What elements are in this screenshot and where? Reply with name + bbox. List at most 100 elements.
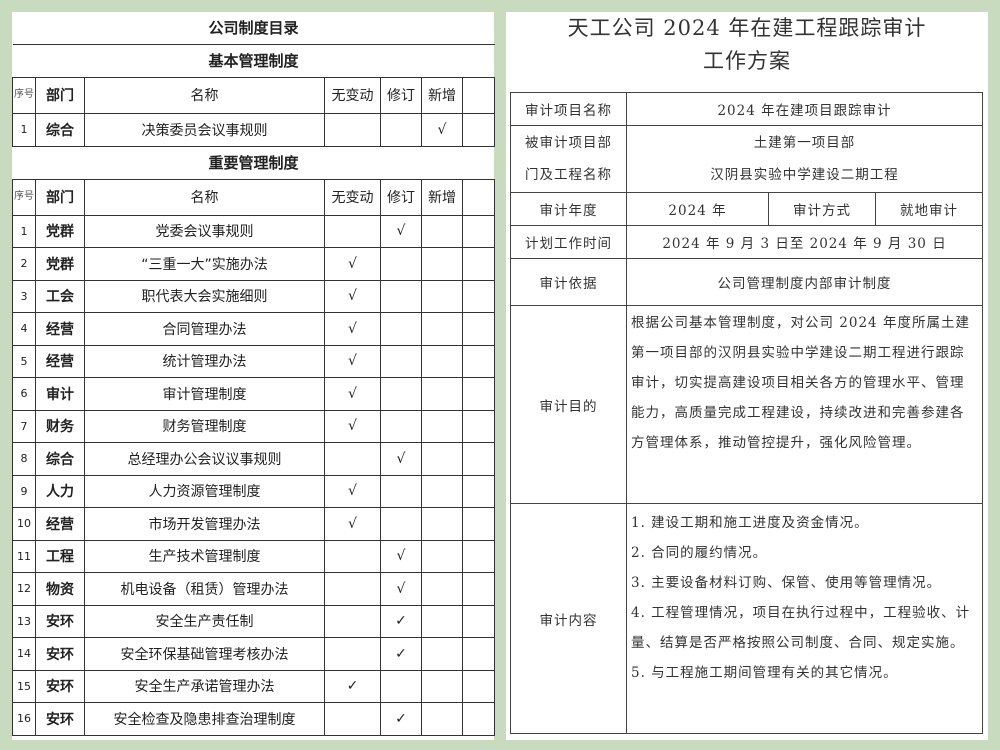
cell-empty [462, 442, 495, 476]
label: 被审计项目部 门及工程名称 [510, 125, 627, 193]
row-time: 计划工作时间 2024 年 9 月 3 日至 2024 年 9 月 30 日 [510, 225, 984, 259]
table-row: 16 安环 安全检查及隐患排查治理制度 ✓ [12, 702, 495, 736]
cell-name: 财务管理制度 [84, 409, 325, 443]
cell-added [421, 442, 463, 476]
table-row: 9 人力 人力资源管理制度 √ [12, 474, 495, 508]
cell-seq: 1 [12, 112, 36, 147]
cell-added [421, 247, 463, 281]
cell-added [421, 572, 463, 606]
audited-project: 汉阴县实验中学建设二期工程 [710, 167, 899, 183]
header-row: 序号 部门 名称 无变动 修订 新增 [12, 76, 495, 114]
header-name: 名称 [84, 76, 325, 114]
cell-empty [462, 112, 495, 147]
row-purpose: 审计目的 根据公司基本管理制度，对公司 2024 年度所属土建第一项目部的汉阴县… [510, 305, 984, 504]
cell-empty [462, 214, 495, 248]
cell-dept: 安环 [35, 637, 85, 671]
table-row: 4 经营 合同管理办法 √ [12, 312, 495, 346]
cell-seq: 1 [12, 214, 36, 248]
cell-added [421, 539, 463, 573]
row-audited-unit: 被审计项目部 门及工程名称 土建第一项目部 汉阴县实验中学建设二期工程 [510, 125, 984, 193]
cell-seq: 4 [12, 312, 36, 346]
content-item: 1. 建设工期和施工进度及资金情况。 [631, 515, 869, 531]
value: 土建第一项目部 汉阴县实验中学建设二期工程 [625, 125, 984, 193]
cell-unchanged: √ [324, 344, 381, 378]
cell-revised: ✓ [380, 702, 422, 736]
cell-unchanged [324, 572, 381, 606]
audit-work-plan: 天工公司 2024 年在建工程跟踪审计 工作方案 审计项目名称 2024 年在建… [506, 12, 988, 740]
cell-revised: √ [380, 572, 422, 606]
header-seq: 序号 [12, 178, 36, 216]
content-item: 3. 主要设备材料订购、保管、使用等管理情况。 [631, 575, 942, 591]
table-row: 13 安环 安全生产责任制 ✓ [12, 604, 495, 638]
plan-title-line2: 工作方案 [703, 49, 791, 73]
cell-seq: 2 [12, 247, 36, 281]
value: 2024 年 9 月 3 日至 2024 年 9 月 30 日 [625, 225, 984, 259]
cell-unchanged: ✓ [324, 669, 381, 703]
cell-unchanged [324, 442, 381, 476]
table-row: 12 物资 机电设备（租赁）管理办法 √ [12, 572, 495, 606]
cell-empty [462, 312, 495, 346]
cell-dept: 经营 [35, 344, 85, 378]
cell-empty [462, 669, 495, 703]
label-line: 门及工程名称 [525, 167, 612, 183]
cell-empty [462, 637, 495, 671]
cell-unchanged: √ [324, 377, 381, 411]
label: 审计项目名称 [510, 92, 627, 126]
cell-name: 安全生产承诺管理办法 [84, 669, 325, 703]
content-item: 5. 与工程施工期间管理有关的其它情况。 [631, 665, 898, 681]
table-row: 8 综合 总经理办公会议议事规则 √ [12, 442, 495, 476]
audit-plan-table: 审计项目名称 2024 年在建项目跟踪审计 被审计项目部 门及工程名称 土建第一项… [510, 92, 984, 734]
cell-revised [380, 669, 422, 703]
value: 2024 年在建项目跟踪审计 [625, 92, 984, 126]
header-added: 新增 [421, 178, 463, 216]
row-year: 审计年度 2024 年 审计方式 就地审计 [510, 192, 984, 226]
section-row: 重要管理制度 [12, 145, 495, 180]
table-row: 10 经营 市场开发管理办法 √ [12, 507, 495, 541]
cell-dept: 经营 [35, 312, 85, 346]
cell-dept: 财务 [35, 409, 85, 443]
cell-seq: 16 [12, 702, 36, 736]
row-project-name: 审计项目名称 2024 年在建项目跟踪审计 [510, 92, 984, 126]
cell-unchanged: √ [324, 279, 381, 313]
header-name: 名称 [84, 178, 325, 216]
cell-dept: 工会 [35, 279, 85, 313]
cell-empty [462, 474, 495, 508]
cell-added [421, 637, 463, 671]
cell-revised: ✓ [380, 604, 422, 638]
empty-column-header [462, 76, 495, 114]
cell-dept: 综合 [35, 112, 85, 147]
cell-dept: 工程 [35, 539, 85, 573]
cell-seq: 13 [12, 604, 36, 638]
method-value: 就地审计 [874, 192, 984, 226]
row-content: 审计内容 1. 建设工期和施工进度及资金情况。 2. 合同的履约情况。 3. 主要设… [510, 503, 984, 734]
catalog-title: 公司制度目录 [12, 12, 495, 45]
header-revised: 修订 [380, 76, 422, 114]
cell-unchanged: √ [324, 474, 381, 508]
cell-revised: ✓ [380, 637, 422, 671]
header-revised: 修订 [380, 178, 422, 216]
plan-title-line1: 天工公司 2024 年在建工程跟踪审计 [567, 16, 927, 40]
cell-empty [462, 377, 495, 411]
value: 根据公司基本管理制度，对公司 2024 年度所属土建第一项目部的汉阴县实验中学建… [625, 305, 984, 504]
cell-added: √ [421, 112, 463, 147]
important-section-title: 重要管理制度 [12, 145, 495, 180]
cell-name: 人力资源管理制度 [84, 474, 325, 508]
cell-name: 决策委员会议事规则 [84, 112, 325, 147]
cell-dept: 安环 [35, 669, 85, 703]
cell-empty [462, 344, 495, 378]
cell-revised [380, 112, 422, 147]
cell-name: 审计管理制度 [84, 377, 325, 411]
cell-added [421, 409, 463, 443]
cell-dept: 党群 [35, 247, 85, 281]
cell-name: 安全环保基础管理考核办法 [84, 637, 325, 671]
cell-dept: 人力 [35, 474, 85, 508]
cell-revised: √ [380, 539, 422, 573]
row-basis: 审计依据 公司管理制度内部审计制度 [510, 258, 984, 306]
cell-unchanged: √ [324, 312, 381, 346]
cell-added [421, 377, 463, 411]
table-row: 11 工程 生产技术管理制度 √ [12, 539, 495, 573]
cell-revised [380, 247, 422, 281]
cell-name: 党委会议事规则 [84, 214, 325, 248]
header-added: 新增 [421, 76, 463, 114]
cell-name: 职代表大会实施细则 [84, 279, 325, 313]
